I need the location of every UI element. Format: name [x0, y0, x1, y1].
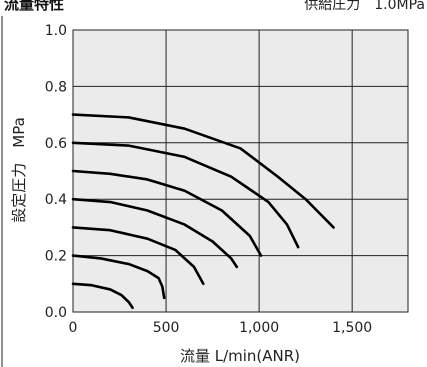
grid	[72, 29, 408, 313]
series-line-5	[71, 169, 263, 257]
y-tick-label-2: 0.4	[45, 192, 67, 208]
series-line-6	[71, 141, 300, 249]
x-tick-label-2: 1,000	[239, 320, 279, 336]
x-tick-label-3: 1,500	[332, 320, 372, 336]
tick-labels: 0 500 1,000 1,500 0.0 0.2 0.4 0.6 0.8 1.0	[45, 23, 372, 336]
series-line-7	[71, 113, 335, 229]
series-line-2	[71, 254, 166, 300]
y-axis-label: 設定圧力 MPa	[10, 117, 28, 223]
plot-area	[72, 29, 409, 313]
series-line-1	[71, 282, 134, 310]
y-tick-label-3: 0.6	[45, 136, 67, 152]
y-tick-label-4: 0.8	[45, 79, 67, 95]
x-tick-label-0: 0	[69, 320, 78, 336]
x-axis-label: 流量 L/min(ANR)	[180, 347, 300, 365]
series-line-4	[71, 197, 239, 269]
header-supply-pressure: 供給圧力 1.0MPa	[304, 0, 425, 13]
y-tick-label-0: 0.0	[45, 305, 67, 321]
y-tick-label-5: 1.0	[45, 23, 67, 39]
series-group	[71, 113, 335, 310]
x-tick-label-1: 500	[153, 320, 180, 336]
header-title: 流量特性	[4, 0, 64, 13]
series-line-3	[71, 226, 205, 286]
y-tick-label-1: 0.2	[45, 249, 67, 265]
